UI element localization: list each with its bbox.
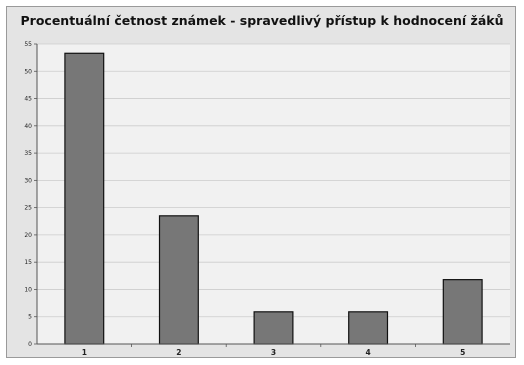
y-tick-labels: 0 5 10 15 20 25 30 35 40 45 50 55: [24, 41, 37, 348]
bar-1: [64, 52, 105, 345]
y-tick-label: 35: [24, 150, 32, 157]
y-tick-label: 20: [24, 232, 32, 239]
bar-2: [158, 215, 199, 345]
y-tick-label: 45: [24, 96, 32, 103]
y-tick-label: 25: [24, 205, 32, 212]
bar-3: [253, 311, 294, 345]
bar-4: [348, 311, 389, 345]
y-tick-label: 40: [24, 123, 32, 130]
x-tick-label: 3: [271, 348, 276, 357]
x-tick-label: 4: [365, 348, 370, 357]
y-tick-label: 10: [24, 286, 32, 293]
x-tick-label: 5: [460, 348, 465, 357]
x-tick-labels: 1 2 3 4 5: [82, 344, 465, 357]
y-tick-label: 0: [28, 341, 32, 348]
bars: [64, 52, 483, 345]
y-tick-label: 50: [24, 68, 32, 75]
x-tick-label: 2: [176, 348, 181, 357]
plot-area: [37, 44, 510, 344]
y-tick-label: 5: [28, 314, 32, 321]
y-tick-label: 55: [24, 41, 32, 48]
bar-5: [442, 279, 483, 345]
y-tick-label: 30: [24, 177, 32, 184]
x-tick-label: 1: [82, 348, 87, 357]
chart-title: Procentuální četnost známek - spravedliv…: [20, 13, 504, 28]
chart-frame: Procentuální četnost známek - spravedliv…: [6, 6, 516, 358]
y-tick-label: 15: [24, 259, 32, 266]
